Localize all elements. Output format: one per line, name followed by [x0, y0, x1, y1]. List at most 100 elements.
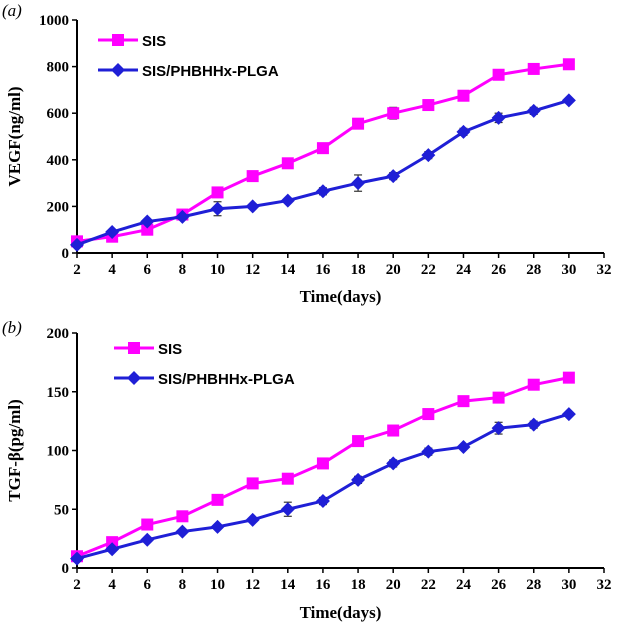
y-axis-label: VEGF(ng/ml) — [5, 86, 24, 186]
x-tick-label: 32 — [597, 577, 612, 593]
y-tick-label: 400 — [47, 153, 70, 169]
x-tick-label: 28 — [526, 262, 541, 278]
x-tick-label: 8 — [179, 262, 187, 278]
data-point-square — [316, 457, 329, 470]
data-point-diamond — [491, 110, 506, 125]
data-point-diamond — [210, 519, 225, 534]
data-point-square — [492, 68, 505, 81]
data-point-square — [422, 408, 435, 421]
data-point-square — [176, 510, 189, 523]
y-axis-label: TGF-β(pg/ml) — [5, 399, 24, 501]
x-tick-label: 2 — [73, 262, 81, 278]
y-tick-label: 100 — [47, 444, 70, 460]
data-point-diamond — [526, 103, 541, 118]
y-tick-label: 1000 — [39, 13, 69, 29]
data-point-diamond — [140, 214, 155, 229]
x-tick-label: 12 — [245, 577, 260, 593]
data-point-square — [387, 424, 400, 437]
data-point-square — [457, 89, 470, 102]
y-tick-label: 800 — [47, 60, 70, 76]
x-tick-label: 18 — [351, 577, 366, 593]
x-tick-label: 10 — [210, 262, 225, 278]
data-point-diamond — [386, 456, 401, 471]
data-point-square — [141, 518, 154, 531]
data-point-square — [562, 371, 575, 384]
x-tick-label: 6 — [144, 262, 152, 278]
x-tick-label: 20 — [386, 577, 401, 593]
data-point-diamond — [315, 184, 330, 199]
data-point-square — [527, 62, 540, 75]
legend-label: SIS/PHBHHx-PLGA — [158, 371, 295, 388]
x-axis-label: Time(days) — [300, 287, 382, 306]
data-point-diamond — [280, 193, 295, 208]
data-point-square — [387, 107, 400, 120]
y-tick-label: 200 — [47, 199, 70, 215]
data-point-diamond — [70, 237, 84, 252]
data-point-diamond — [421, 444, 436, 459]
data-point-square — [352, 435, 365, 448]
data-point-diamond — [70, 551, 84, 566]
data-point-square — [246, 170, 259, 183]
y-tick-label: 50 — [54, 502, 69, 518]
data-point-diamond — [315, 494, 330, 509]
data-point-square — [281, 157, 294, 170]
data-point-square — [141, 223, 154, 236]
data-point-diamond — [561, 93, 576, 108]
x-tick-label: 30 — [561, 577, 576, 593]
data-point-diamond — [140, 532, 155, 547]
x-tick-label: 4 — [108, 262, 116, 278]
data-point-diamond — [280, 502, 295, 517]
data-point-diamond — [491, 421, 506, 436]
x-tick-label: 4 — [108, 577, 116, 593]
x-tick-label: 14 — [280, 262, 296, 278]
data-point-diamond — [351, 472, 366, 487]
data-point-square — [527, 378, 540, 391]
data-point-square — [211, 493, 224, 506]
x-tick-label: 32 — [597, 262, 612, 278]
x-tick-label: 26 — [491, 262, 507, 278]
data-point-square — [422, 99, 435, 112]
data-point-square — [316, 142, 329, 155]
y-tick-label: 0 — [62, 561, 70, 577]
x-axis-label: Time(days) — [300, 603, 382, 622]
data-point-diamond — [351, 176, 366, 191]
data-point-diamond — [175, 209, 190, 224]
x-tick-label: 6 — [144, 577, 152, 593]
legend-marker-diamond — [111, 63, 125, 77]
x-tick-label: 24 — [456, 262, 472, 278]
data-point-square — [281, 472, 294, 485]
panel-label: (b) — [2, 318, 22, 337]
x-tick-label: 16 — [315, 577, 331, 593]
x-tick-label: 20 — [386, 262, 401, 278]
legend-label: SIS/PHBHHx-PLGA — [142, 63, 279, 80]
data-point-diamond — [421, 148, 436, 163]
data-point-diamond — [245, 199, 260, 214]
data-point-square — [352, 117, 365, 130]
data-point-diamond — [526, 417, 541, 432]
data-point-diamond — [245, 512, 260, 527]
legend-label: SIS — [142, 33, 166, 50]
x-tick-label: 30 — [561, 262, 576, 278]
data-point-diamond — [386, 169, 401, 184]
data-point-square — [106, 536, 119, 549]
x-tick-label: 2 — [73, 577, 81, 593]
y-tick-label: 150 — [47, 385, 70, 401]
data-point-square — [211, 186, 224, 199]
data-point-square — [457, 395, 470, 408]
x-tick-label: 10 — [210, 577, 225, 593]
x-tick-label: 24 — [456, 577, 472, 593]
legend-marker-square — [128, 342, 140, 354]
x-tick-label: 16 — [315, 262, 331, 278]
x-tick-label: 8 — [179, 577, 187, 593]
data-point-diamond — [105, 225, 120, 240]
data-point-square — [246, 477, 259, 490]
x-tick-label: 12 — [245, 262, 260, 278]
data-point-diamond — [561, 407, 576, 422]
y-tick-label: 0 — [62, 246, 70, 262]
data-point-diamond — [456, 124, 471, 139]
x-tick-label: 18 — [351, 262, 366, 278]
data-point-diamond — [456, 439, 471, 454]
